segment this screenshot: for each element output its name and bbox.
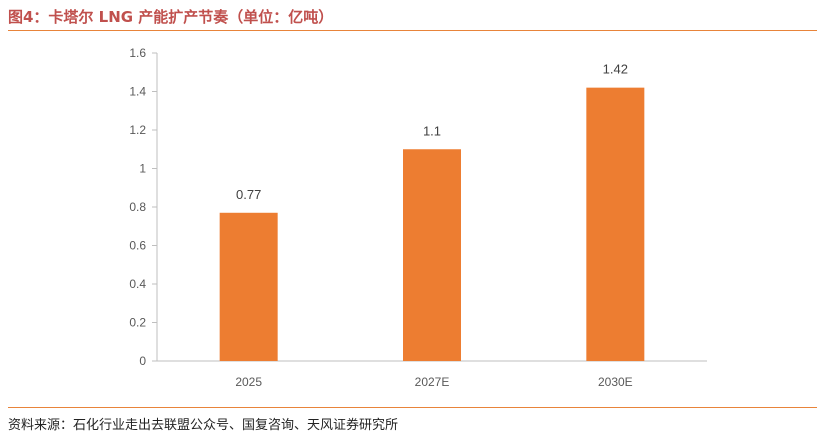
top-rule — [8, 30, 817, 31]
x-tick-label: 2025 — [235, 375, 262, 389]
x-axis: 2025 2027E 2030E — [157, 360, 707, 389]
y-axis: 0 0.2 0.4 0.6 0.8 1 1.2 1.4 1.6 — [129, 46, 158, 368]
figure-title: 图4：卡塔尔 LNG 产能扩产节奏（单位：亿吨） — [8, 8, 334, 26]
x-tick-label: 2027E — [415, 375, 450, 389]
y-tick-label: 1.2 — [129, 123, 146, 137]
y-tick-label: 0.4 — [129, 277, 146, 291]
bars: 0.77 1.1 1.42 — [219, 62, 645, 362]
x-tick-label: 2030E — [598, 375, 633, 389]
bar-2030E — [586, 87, 645, 362]
bar-chart: 0 0.2 0.4 0.6 0.8 1 1.2 1.4 1.6 2025 2027E 2030E 0… — [129, 46, 707, 389]
data-label-2025: 0.77 — [236, 187, 261, 202]
y-tick-label: 0.2 — [129, 316, 146, 330]
y-tick-label: 0 — [139, 354, 146, 368]
y-tick-label: 1.4 — [129, 85, 146, 99]
bar-2027E — [403, 149, 461, 361]
data-label-2030E: 1.42 — [603, 62, 628, 77]
y-tick-label: 1.6 — [129, 46, 146, 60]
y-tick-label: 1 — [139, 162, 146, 176]
data-label-2027E: 1.1 — [423, 123, 441, 138]
bottom-rule — [8, 407, 817, 408]
y-tick-label: 0.8 — [129, 200, 146, 214]
y-tick-label: 0.6 — [129, 239, 146, 253]
bar-2025 — [219, 212, 278, 361]
source-note: 资料来源：石化行业走出去联盟公众号、国复咨询、天风证券研究所 — [8, 418, 399, 433]
